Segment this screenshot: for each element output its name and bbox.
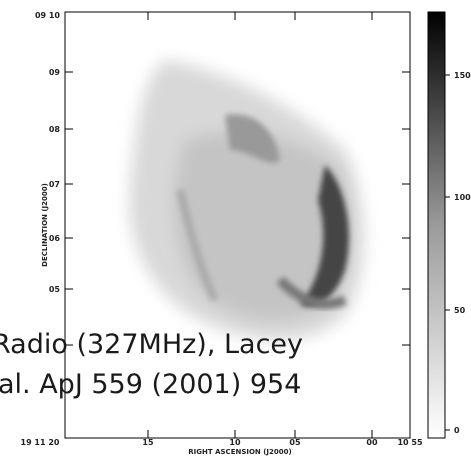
radio-image [129,60,364,340]
tick-marks [65,12,410,438]
colorbar [427,11,446,439]
x-tick-label: 15 [142,438,154,447]
y-tick-label: 06 [49,234,61,243]
y-tick-label: 05 [49,285,61,294]
y-tick-label: 07 [49,180,60,189]
colorbar-tick-label: 50 [454,306,466,315]
caption-line: al. ApJ 559 (2001) 954 [0,369,301,400]
x-tick-label: 00 [366,438,378,447]
x-tick-label: 10 [229,438,241,447]
colorbar-tick-label: 100 [454,193,471,202]
y-axis-label: DECLINATION (J2000) [41,183,49,267]
colorbar-tick-label: 150 [454,71,471,80]
caption-line: Radio (327MHz), Lacey [0,329,303,360]
y-tick-label: 09 [49,68,61,77]
y-tick-label: 09 10 [35,11,60,20]
x-tick-label: 10 55 [397,438,422,447]
x-tick-label: 05 [289,438,301,447]
x-tick-label: 19 11 20 [21,438,60,447]
x-axis-label: RIGHT ASCENSION (J2000) [188,448,291,456]
colorbar-tick-label: 0 [454,426,460,435]
y-tick-label: 08 [49,125,61,134]
